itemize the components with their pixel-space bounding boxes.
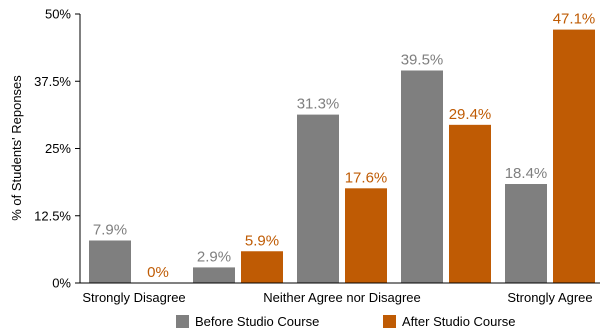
- data-label: 18.4%: [505, 165, 548, 182]
- bar-after: [449, 124, 491, 283]
- data-label: 47.1%: [553, 11, 596, 28]
- data-label: 7.9%: [93, 221, 127, 238]
- x-tick-label: Neither Agree nor Disagree: [263, 290, 421, 305]
- data-label: 31.3%: [297, 96, 340, 113]
- bar-before: [193, 267, 235, 283]
- y-tick-label: 50%: [45, 7, 71, 22]
- legend-label: Before Studio Course: [195, 314, 319, 329]
- y-tick-label: 25%: [45, 141, 71, 156]
- y-tick-label: 37.5%: [34, 74, 71, 89]
- legend-swatch: [176, 315, 189, 328]
- data-label: 29.4%: [449, 106, 492, 123]
- x-tick-label: Strongly Disagree: [82, 290, 185, 305]
- bar-after: [553, 29, 595, 283]
- data-label: 5.9%: [245, 232, 279, 249]
- data-label: 0%: [147, 264, 169, 281]
- data-label: 17.6%: [345, 169, 388, 186]
- data-label: 2.9%: [197, 248, 231, 265]
- bar-after: [345, 188, 387, 283]
- bar-before: [505, 184, 547, 283]
- bar-before: [401, 70, 443, 284]
- bar-before: [297, 114, 339, 283]
- bar-before: [89, 240, 131, 283]
- legend-swatch: [383, 315, 396, 328]
- y-tick-label: 12.5%: [34, 208, 71, 223]
- data-label: 39.5%: [401, 51, 444, 68]
- x-tick-label: Strongly Agree: [507, 290, 592, 305]
- y-tick-label: 0%: [52, 276, 71, 291]
- y-axis-label: % of Students' Reponses: [9, 75, 24, 221]
- legend-label: After Studio Course: [402, 314, 515, 329]
- bar-after: [241, 251, 283, 283]
